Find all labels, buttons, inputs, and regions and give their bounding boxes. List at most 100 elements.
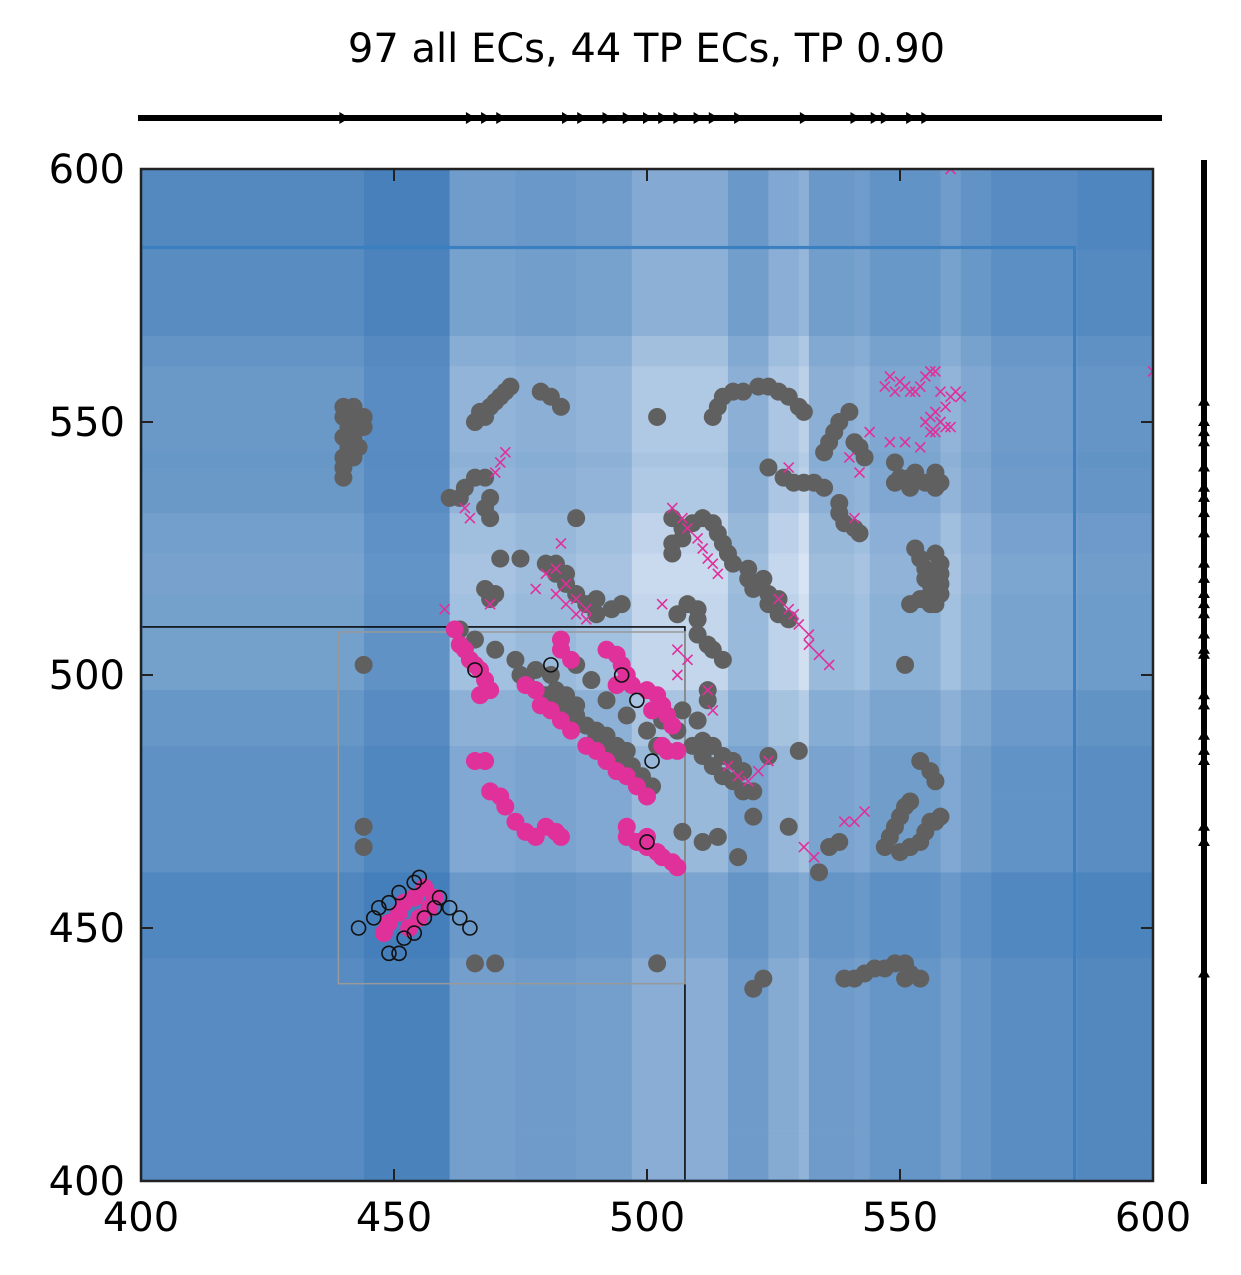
gray-point <box>476 468 495 487</box>
open-circle-point <box>350 920 367 936</box>
gray-point <box>931 473 950 492</box>
right-marginal-arrow <box>1198 572 1210 583</box>
open-circle-point <box>431 889 448 906</box>
gray-point <box>511 549 530 568</box>
gray-point <box>638 721 656 740</box>
top-marginal-arrow <box>906 112 917 124</box>
x-marker-stroke <box>1147 365 1153 373</box>
x-marker-stroke <box>742 775 754 787</box>
right-marginal-arrow <box>1198 699 1210 710</box>
x-marker-stroke <box>1147 370 1153 377</box>
top-marginal-arrow <box>577 112 588 124</box>
right-marginal-arrow <box>1198 967 1210 978</box>
x-marker-point <box>722 760 734 772</box>
x-marker-stroke <box>899 436 911 448</box>
gray-point <box>693 832 712 851</box>
gray-point <box>617 706 636 725</box>
gray-point <box>779 817 798 836</box>
x-marker-point <box>707 558 719 570</box>
x-marker-point <box>939 401 952 413</box>
magenta-point <box>622 676 641 695</box>
x-marker-stroke <box>459 502 471 514</box>
gray-point <box>926 772 945 791</box>
x-marker-stroke <box>489 467 501 479</box>
gray-point <box>896 969 915 988</box>
x-marker-stroke <box>560 598 572 610</box>
x-marker-point <box>762 755 775 767</box>
open-circle-point <box>426 899 443 916</box>
gray-point <box>673 822 692 841</box>
x-marker-point <box>843 451 855 463</box>
gray-point <box>597 691 616 710</box>
y-tick-label: 450 <box>49 906 125 952</box>
x-marker-stroke <box>671 644 683 656</box>
gray-point <box>855 448 874 467</box>
right-marginal-arrow <box>1198 729 1210 740</box>
open-circle-point <box>629 692 645 709</box>
x-marker-stroke <box>681 654 694 666</box>
background-band-horizontal <box>141 366 1153 453</box>
gray-point <box>501 377 520 396</box>
x-marker-stroke <box>671 669 683 681</box>
right-marginal-arrow <box>1198 436 1210 447</box>
x-marker-stroke <box>666 502 678 514</box>
x-marker-point <box>798 841 810 853</box>
x-marker-point <box>864 426 876 438</box>
top-marginal-arrow <box>850 112 861 124</box>
x-marker-stroke <box>540 568 552 580</box>
right-marginal-arrow <box>1198 395 1210 406</box>
x-tick-label: 450 <box>356 1195 432 1241</box>
background-band-horizontal <box>141 872 1153 959</box>
x-marker-point <box>570 593 582 605</box>
background-band-horizontal <box>141 594 1153 630</box>
right-marginal-arrow <box>1198 507 1210 518</box>
background-band-vertical <box>798 169 809 1181</box>
x-marker-point <box>484 598 496 610</box>
x-marker-stroke <box>555 537 567 550</box>
x-marker-stroke <box>676 512 688 524</box>
open-circle-point <box>543 657 559 673</box>
gray-point <box>911 969 930 988</box>
x-marker-point <box>934 386 947 398</box>
y-tick-label: 500 <box>49 653 125 699</box>
chart-title: 97 all ECs, 44 TP ECs, TP 0.90 <box>347 26 946 72</box>
x-marker-point <box>899 436 911 448</box>
gray-point <box>551 397 570 416</box>
x-marker-point <box>848 816 861 828</box>
x-marker-stroke <box>945 169 952 175</box>
x-marker-stroke <box>656 598 668 610</box>
x-marker-stroke <box>934 416 947 428</box>
top-marginal-arrow <box>496 112 507 124</box>
x-tick-label: 550 <box>862 1195 938 1241</box>
magenta-point <box>445 620 464 639</box>
top-marginal-arrow <box>562 112 573 124</box>
open-circle-point <box>381 945 397 962</box>
background-band-horizontal <box>141 452 1153 468</box>
magenta-point <box>668 858 687 877</box>
x-marker-point <box>848 512 861 524</box>
background-band-horizontal <box>141 169 1153 250</box>
x-marker-stroke <box>793 618 805 630</box>
gray-point <box>815 478 834 497</box>
open-circle-point <box>451 910 468 926</box>
x-marker-stroke <box>692 532 704 544</box>
gray-point <box>688 610 707 629</box>
x-marker-stroke <box>838 816 850 828</box>
x-marker-stroke <box>879 381 891 393</box>
gray-point <box>688 711 707 730</box>
x-marker-stroke <box>702 553 714 565</box>
x-marker-stroke <box>762 755 775 767</box>
gray-point <box>334 468 353 487</box>
background-band-horizontal <box>141 629 1153 691</box>
background-band-vertical <box>1077 169 1153 1181</box>
x-marker-stroke <box>914 381 926 393</box>
gray-point <box>612 595 631 614</box>
x-marker-point <box>570 608 582 620</box>
x-marker-stroke <box>570 608 582 620</box>
x-marker-point <box>676 512 688 524</box>
gray-point <box>354 418 373 437</box>
x-marker-point <box>914 441 926 453</box>
y-tick-label: 600 <box>49 147 125 193</box>
gray-point <box>759 746 778 765</box>
x-marker-stroke <box>550 588 562 600</box>
